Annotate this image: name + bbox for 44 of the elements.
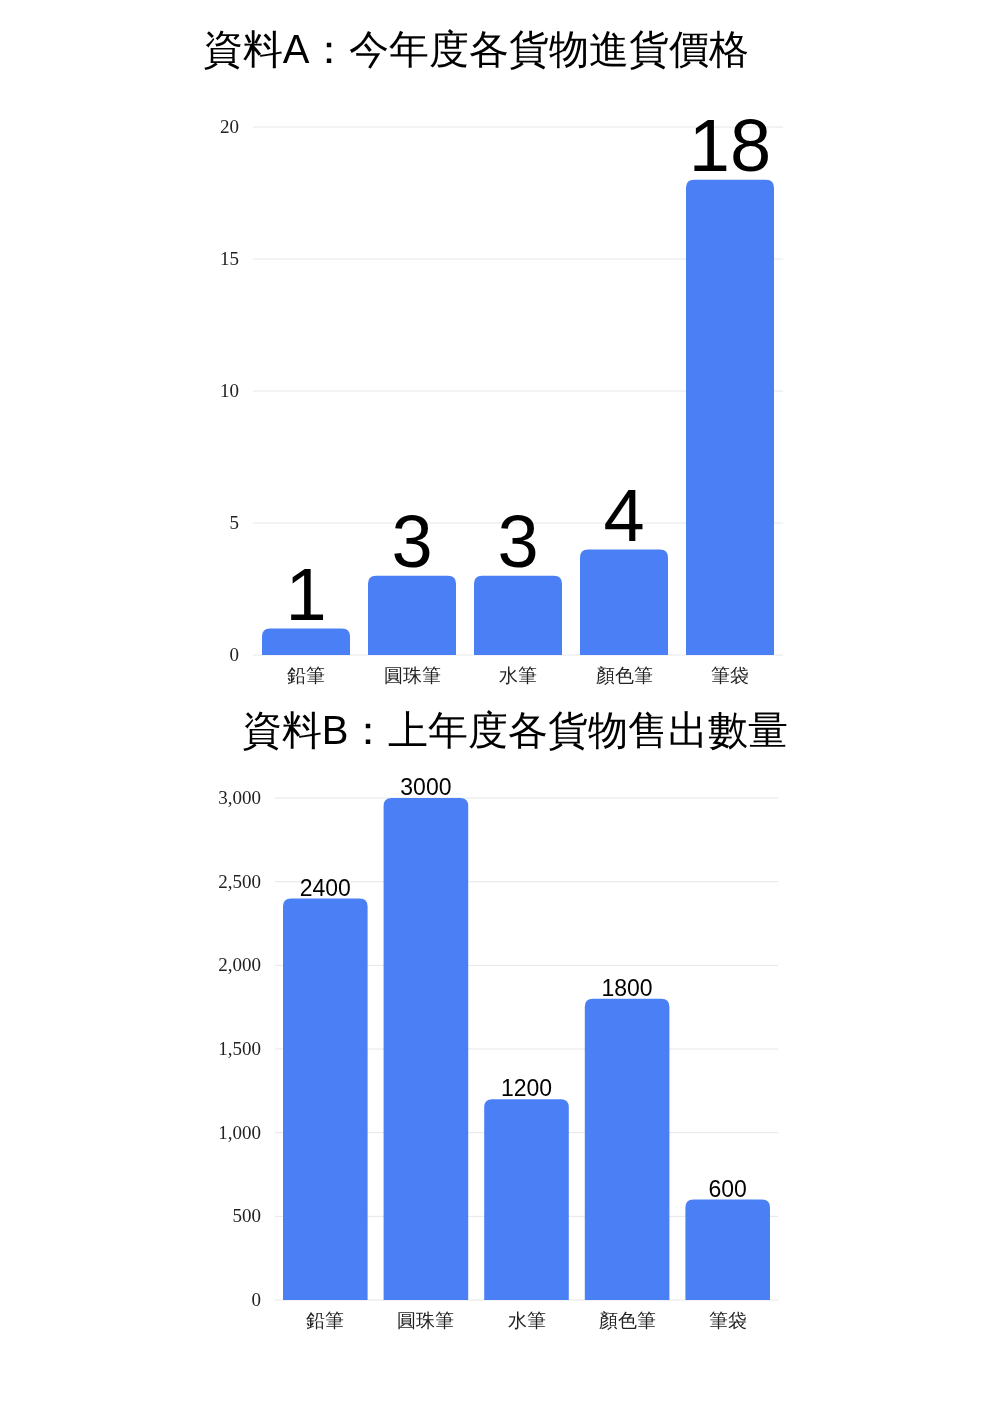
y-tick-label: 10 — [220, 380, 239, 401]
data-label: 3 — [497, 499, 539, 583]
bar — [484, 1099, 569, 1300]
y-tick-label: 1,500 — [218, 1038, 261, 1059]
x-tick-label: 圓珠筆 — [397, 1310, 455, 1331]
y-tick-label: 20 — [220, 116, 239, 137]
data-label: 4 — [603, 473, 645, 557]
x-tick-label: 鉛筆 — [306, 1310, 345, 1331]
y-tick-label: 0 — [251, 1289, 261, 1310]
x-tick-label: 圓珠筆 — [383, 665, 441, 686]
data-label: 1200 — [500, 1075, 553, 1102]
x-tick-label: 顏色筆 — [595, 665, 653, 686]
bar — [685, 1199, 770, 1300]
y-tick-label: 1,000 — [218, 1121, 261, 1143]
bar — [383, 798, 469, 1300]
data-label: 1 — [285, 552, 327, 636]
data-label: 3 — [391, 499, 433, 583]
data-label: 2400 — [299, 874, 351, 901]
x-tick-label: 水筆 — [499, 665, 537, 686]
y-tick-label: 3,000 — [218, 787, 261, 808]
bar — [474, 575, 562, 655]
x-tick-label: 筆袋 — [708, 1310, 747, 1331]
data-label: 600 — [708, 1175, 747, 1202]
y-tick-label: 15 — [220, 248, 239, 269]
data-label: 1800 — [601, 975, 653, 1002]
bar — [368, 575, 456, 655]
y-tick-label: 2,000 — [218, 954, 261, 976]
y-tick-label: 2,500 — [218, 870, 261, 892]
y-tick-label: 500 — [232, 1205, 261, 1227]
bar — [580, 549, 668, 655]
data-label: 18 — [688, 103, 772, 187]
chart-title: 資料A：今年度各貨物進貨價格 — [202, 27, 750, 71]
data-label: 3000 — [400, 774, 452, 801]
x-tick-label: 筆袋 — [711, 665, 749, 686]
x-tick-label: 顏色筆 — [598, 1310, 656, 1331]
x-tick-label: 鉛筆 — [287, 665, 325, 686]
bar — [262, 628, 350, 655]
y-tick-label: 5 — [229, 512, 239, 533]
bar — [283, 898, 368, 1300]
y-tick-label: 0 — [229, 644, 239, 665]
bar — [584, 998, 670, 1300]
chart-title: 資料B：上年度各貨物售出數量 — [241, 708, 789, 752]
x-tick-label: 水筆 — [507, 1310, 546, 1331]
bar — [686, 179, 774, 655]
